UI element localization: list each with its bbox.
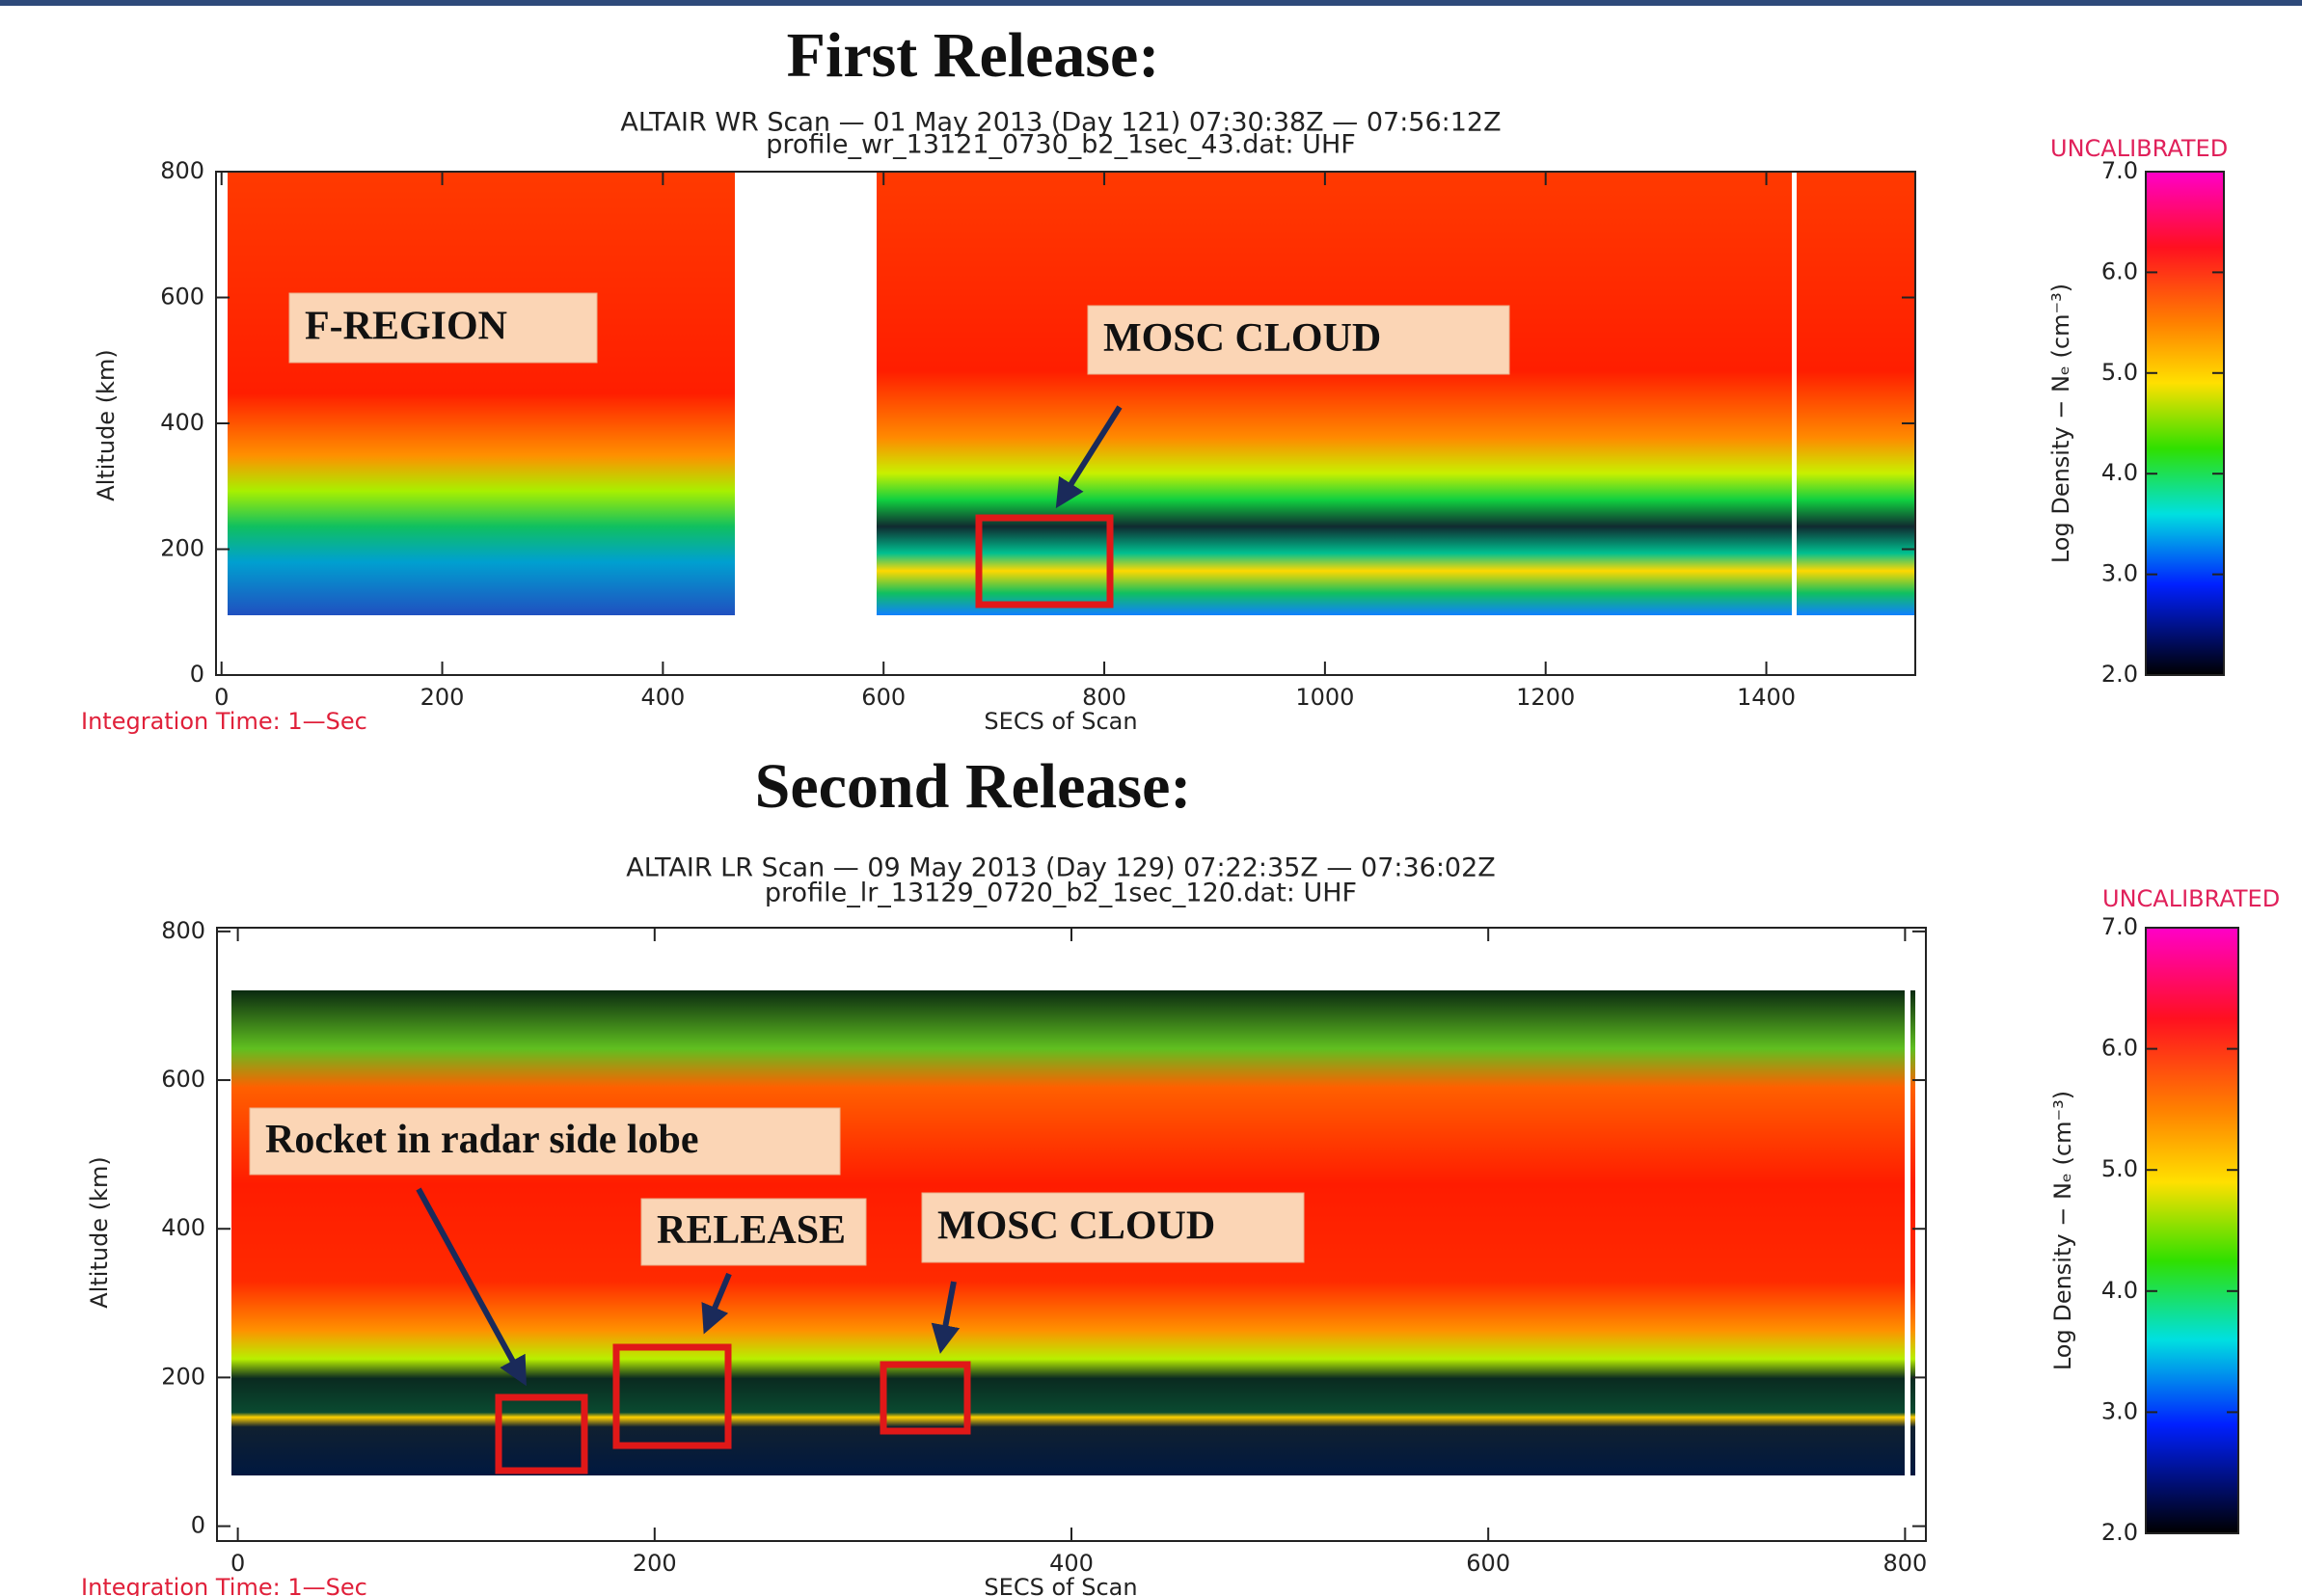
x-tick-label: 800 <box>1882 1550 1927 1577</box>
heatmap-image <box>228 172 735 615</box>
y-tick-label: 400 <box>161 1214 205 1241</box>
heatmap-image <box>877 172 1915 615</box>
annotation: MOSC CLOUD <box>1103 316 1381 361</box>
chart-title: ALTAIR WR Scan — 01 May 2013 (Day 121) 0… <box>620 108 1501 138</box>
annotation-box <box>288 292 598 364</box>
colorbar-tick-label: 2.0 <box>2101 1519 2138 1546</box>
highlight-box <box>495 1393 588 1474</box>
y-tick-label: 800 <box>161 917 205 944</box>
y-axis-label: Altitude (km) <box>86 1156 113 1308</box>
x-axis-label: SECS of Scan <box>984 708 1137 735</box>
colorbar-tick-label: 5.0 <box>2101 359 2138 386</box>
colorbar <box>2145 171 2225 676</box>
arrow <box>416 1187 527 1387</box>
annotation-box <box>1087 305 1510 375</box>
x-tick-label: 1200 <box>1516 684 1575 711</box>
x-tick-label: 400 <box>1049 1550 1094 1577</box>
y-tick-label: 800 <box>160 157 204 184</box>
colorbar-label: Log Density − Nₑ (cm⁻³) <box>2047 284 2074 563</box>
annotation-box <box>640 1198 867 1266</box>
heading: Second Release: <box>755 751 1192 822</box>
y-tick-label: 600 <box>160 284 204 311</box>
colorbar-label: Log Density − Nₑ (cm⁻³) <box>2049 1091 2076 1370</box>
arrow <box>931 1281 961 1354</box>
chart-subtitle: profile_lr_13129_0720_b2_1sec_120.dat: U… <box>765 879 1357 908</box>
x-tick-label: 600 <box>861 684 906 711</box>
colorbar-tick-label: 3.0 <box>2101 1397 2138 1424</box>
y-tick-label: 0 <box>191 1512 205 1539</box>
note: Integration Time: 1—Sec <box>81 708 367 735</box>
annotation: MOSC CLOUD <box>937 1204 1215 1249</box>
x-tick-label: 1000 <box>1295 684 1354 711</box>
y-tick-label: 600 <box>161 1066 205 1093</box>
annotation-box <box>249 1107 841 1176</box>
heading: First Release: <box>787 20 1160 91</box>
x-tick-label: 0 <box>214 684 229 711</box>
y-tick-label: 200 <box>160 535 204 562</box>
colorbar-tick-label: 7.0 <box>2101 157 2138 184</box>
charts: First Release: ALTAIR WR Scan — 01 May 20… <box>81 20 2280 1596</box>
x-tick-label: 200 <box>633 1550 677 1577</box>
y-axis-label: Altitude (km) <box>93 349 120 500</box>
colorbar-tick-label: 2.0 <box>2101 661 2138 688</box>
x-tick-label: 800 <box>1082 684 1126 711</box>
y-tick-label: 200 <box>161 1363 205 1390</box>
data-gap <box>1905 964 1910 1475</box>
annotation-box <box>921 1192 1305 1263</box>
x-tick-label: 200 <box>420 684 465 711</box>
chart-subtitle: profile_wr_13121_0730_b2_1sec_43.dat: UH… <box>766 130 1356 160</box>
annotation: RELEASE <box>657 1208 846 1253</box>
top-bar <box>0 0 2302 6</box>
y-tick-label: 0 <box>190 661 204 688</box>
x-axis-label: SECS of Scan <box>984 1574 1137 1596</box>
colorbar <box>2145 927 2239 1534</box>
colorbar-tick-label: 3.0 <box>2101 560 2138 587</box>
data-gap <box>1792 172 1797 615</box>
chart-title: ALTAIR LR Scan — 09 May 2013 (Day 129) 0… <box>626 853 1496 883</box>
colorbar-tick-label: 4.0 <box>2101 1277 2138 1304</box>
highlight-box <box>880 1361 971 1435</box>
highlight-box <box>975 514 1114 609</box>
colorbar-tick-label: 4.0 <box>2101 459 2138 486</box>
colorbar-tick-label: 6.0 <box>2101 257 2138 284</box>
highlight-box <box>612 1343 732 1449</box>
annotation: F-REGION <box>305 305 507 349</box>
x-tick-label: 1400 <box>1737 684 1796 711</box>
x-tick-label: 400 <box>640 684 685 711</box>
annotation: Rocket in radar side lobe <box>265 1118 699 1162</box>
colorbar-tick-label: 6.0 <box>2101 1035 2138 1062</box>
y-tick-label: 400 <box>160 409 204 436</box>
colorbar-tag: UNCALIBRATED <box>2102 885 2280 912</box>
x-tick-label: 0 <box>230 1550 245 1577</box>
x-tick-label: 600 <box>1466 1550 1510 1577</box>
colorbar-tag: UNCALIBRATED <box>2050 135 2228 162</box>
arrow <box>701 1272 732 1335</box>
colorbar-tick-label: 5.0 <box>2101 1155 2138 1182</box>
note: Integration Time: 1—Sec <box>81 1574 367 1596</box>
colorbar-tick-label: 7.0 <box>2101 913 2138 940</box>
arrow <box>1055 405 1123 509</box>
